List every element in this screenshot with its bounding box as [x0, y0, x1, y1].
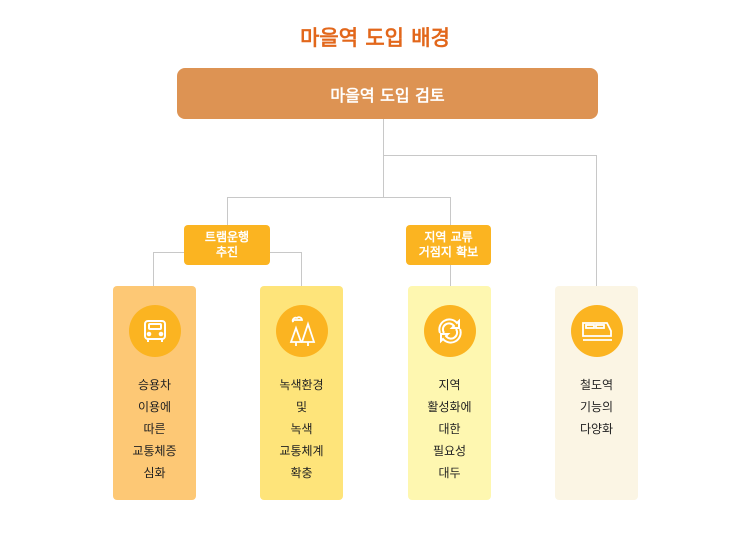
train-icon: [571, 305, 623, 357]
card-green: 녹색환경 및 녹색 교통체계 확충: [260, 286, 343, 500]
connector: [596, 155, 597, 286]
branch-regional-hub: 지역 교류 거점지 확보: [406, 225, 491, 265]
card-text: 지역 활성화에 대한 필요성 대두: [427, 378, 472, 480]
connector: [383, 155, 596, 156]
card-text: 승용차 이용에 따른 교통체증 심화: [132, 378, 177, 480]
card-station: 철도역 기능의 다양화: [555, 286, 638, 500]
connector: [301, 252, 302, 286]
connector: [227, 197, 228, 225]
connector: [383, 119, 384, 197]
connector: [153, 252, 154, 286]
connector: [227, 197, 450, 198]
page-title: 마을역 도입 배경: [300, 26, 450, 50]
root-node: 마을역 도입 검토: [177, 68, 598, 119]
branch-tram: 트램운행 추진: [184, 225, 270, 265]
card-traffic: 승용차 이용에 따른 교통체증 심화: [113, 286, 196, 500]
card-text: 녹색환경 및 녹색 교통체계 확충: [279, 378, 324, 480]
trees-icon: [276, 305, 328, 357]
car-icon: [129, 305, 181, 357]
card-revitalization: 지역 활성화에 대한 필요성 대두: [408, 286, 491, 500]
refresh-icon: [424, 305, 476, 357]
card-text: 철도역 기능의 다양화: [579, 378, 614, 436]
